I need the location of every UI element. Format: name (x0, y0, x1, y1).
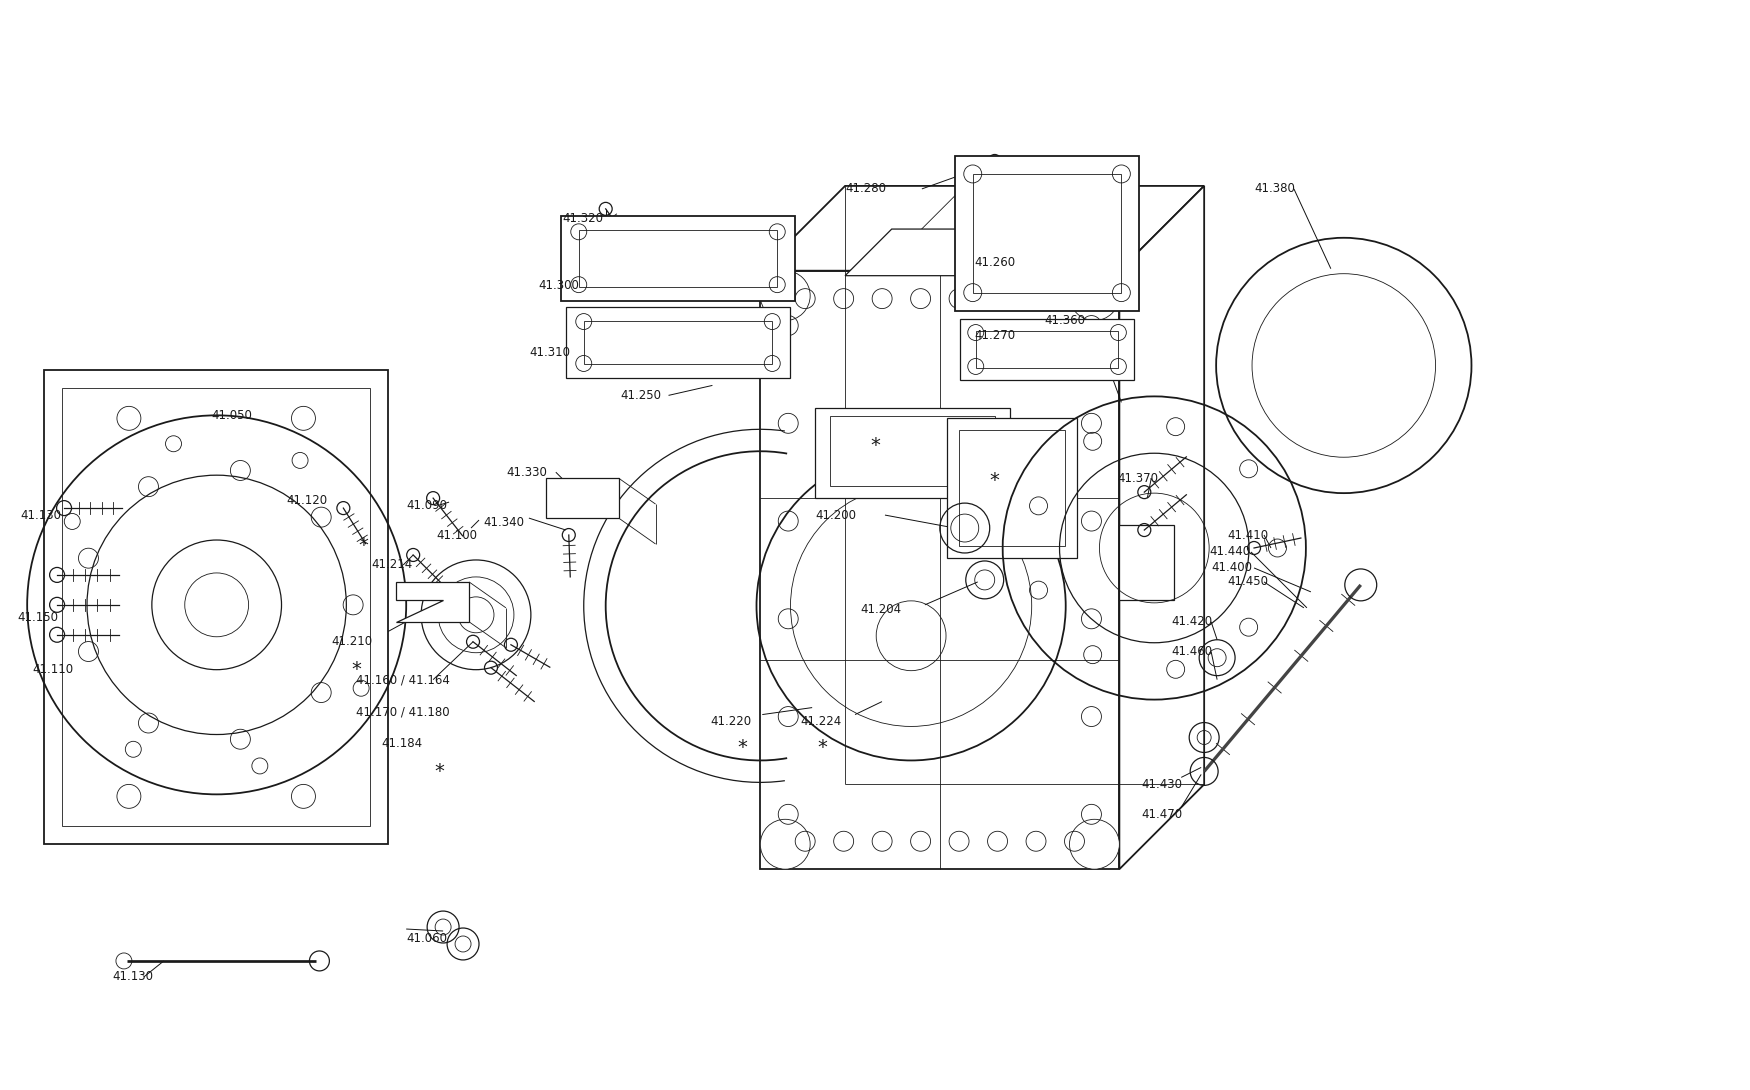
Bar (1120, 525, 1174, 600)
Text: *: * (870, 436, 880, 455)
Bar (947, 419, 1076, 558)
Polygon shape (760, 186, 1204, 270)
Circle shape (760, 270, 810, 320)
Text: 41.250: 41.250 (621, 389, 662, 402)
Polygon shape (396, 582, 469, 621)
Bar (956, 156, 1139, 311)
Text: 41.460: 41.460 (1171, 645, 1213, 658)
Bar (579, 230, 777, 287)
Text: 41.050: 41.050 (212, 409, 252, 422)
Text: 41.400: 41.400 (1211, 561, 1253, 574)
Text: 41.060: 41.060 (406, 932, 448, 945)
Text: *: * (352, 661, 360, 679)
Text: 41.224: 41.224 (800, 715, 842, 728)
Polygon shape (1120, 186, 1204, 869)
Text: 41.210: 41.210 (331, 635, 373, 649)
Bar (560, 216, 794, 301)
Text: 41.280: 41.280 (845, 182, 886, 195)
Text: 41.260: 41.260 (975, 256, 1015, 269)
Text: 41.090: 41.090 (406, 498, 448, 511)
Bar (977, 330, 1118, 368)
Text: 41.200: 41.200 (816, 509, 856, 522)
Text: 41.100: 41.100 (436, 529, 478, 542)
Bar (816, 409, 1010, 498)
Text: *: * (737, 738, 747, 756)
Text: *: * (359, 535, 368, 555)
Text: 41.380: 41.380 (1255, 182, 1295, 195)
Circle shape (1069, 270, 1120, 320)
Bar (830, 416, 994, 486)
Text: 41.160 / 41.164: 41.160 / 41.164 (357, 674, 450, 687)
Text: 41.330: 41.330 (506, 465, 546, 479)
Text: 41.120: 41.120 (287, 494, 327, 507)
Text: *: * (990, 471, 999, 489)
Text: 41.130: 41.130 (112, 970, 152, 983)
Text: 41.270: 41.270 (975, 329, 1015, 342)
Text: 41.220: 41.220 (710, 715, 751, 728)
Text: 41.310: 41.310 (528, 346, 570, 359)
Text: 41.204: 41.204 (859, 604, 901, 616)
Bar (959, 318, 1134, 380)
Circle shape (760, 820, 810, 869)
Text: 41.170 / 41.180: 41.170 / 41.180 (357, 705, 450, 718)
Polygon shape (760, 270, 1120, 869)
Text: 41.370: 41.370 (1118, 472, 1158, 485)
Bar (959, 431, 1064, 546)
Text: 41.420: 41.420 (1171, 615, 1213, 628)
Bar (584, 320, 772, 364)
Text: 41.340: 41.340 (483, 516, 523, 529)
Text: 41.184: 41.184 (382, 737, 422, 750)
Bar (44, 371, 388, 845)
Text: 41.320: 41.320 (564, 213, 604, 226)
Circle shape (1069, 820, 1120, 869)
Text: *: * (817, 738, 828, 756)
Text: 41.150: 41.150 (18, 611, 58, 625)
Polygon shape (845, 229, 1092, 276)
Text: 41.214: 41.214 (371, 558, 413, 571)
Bar (973, 174, 1122, 292)
Text: 41.300: 41.300 (539, 279, 579, 292)
Text: 41.360: 41.360 (1045, 314, 1085, 327)
Text: 41.440: 41.440 (1209, 545, 1250, 558)
Text: *: * (434, 762, 444, 780)
Text: 41.430: 41.430 (1141, 778, 1183, 791)
Bar (565, 306, 791, 378)
Text: 41.470: 41.470 (1141, 808, 1183, 821)
Bar (61, 388, 371, 826)
Polygon shape (546, 479, 620, 518)
Text: 41.450: 41.450 (1227, 576, 1269, 589)
Text: 41.410: 41.410 (1227, 529, 1269, 542)
Text: 41.110: 41.110 (31, 663, 74, 676)
Text: 41.130: 41.130 (21, 509, 61, 522)
